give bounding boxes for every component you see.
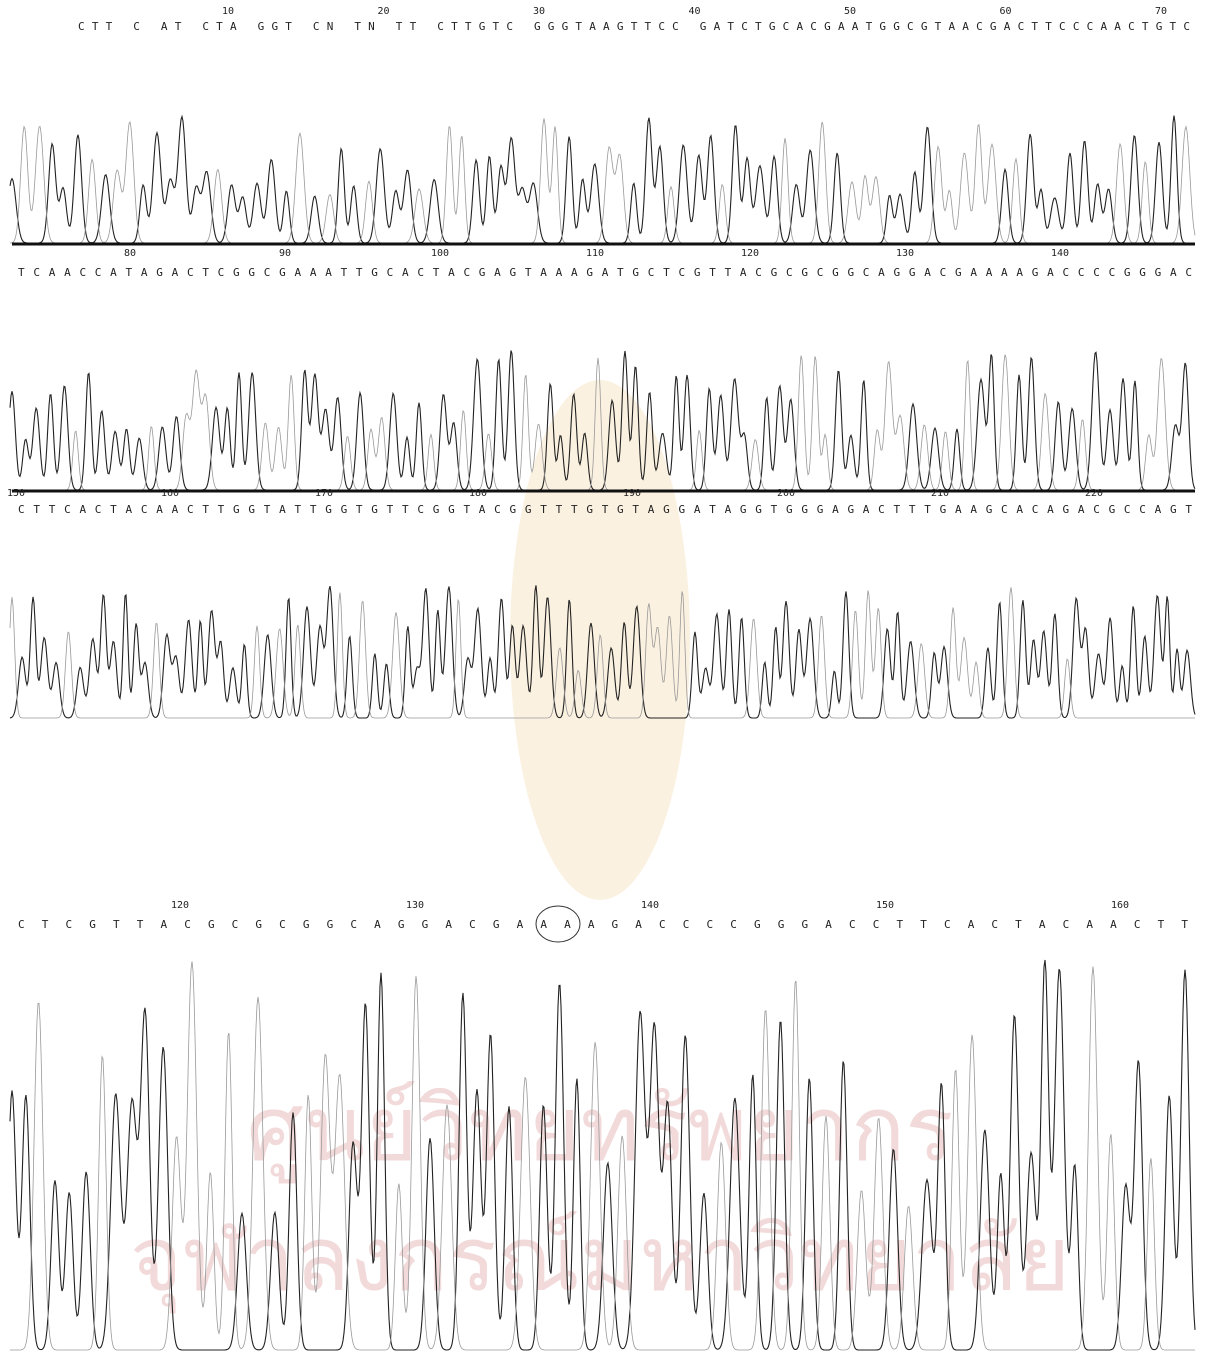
base-position: 20 — [377, 6, 389, 17]
chromatogram-page: ศูนย์วิทยทรัพยากร จุฬาลงกรณ์มหาวิทยาลัย … — [0, 0, 1207, 1358]
base-position: 140 — [1051, 248, 1069, 259]
base-position: 210 — [931, 488, 949, 499]
base-position: 120 — [741, 248, 759, 259]
base-position: 140 — [641, 900, 659, 911]
base-position: 120 — [171, 900, 189, 911]
base-sequence: CTT C AT CTA GGT CN TN TT CTTGTC GGGTAAG… — [78, 20, 1190, 33]
base-position: 160 — [161, 488, 179, 499]
base-sequence: CTCGTTACGCGCGGCAGGACGAAAAGACCCCGGGACCTTC… — [18, 918, 1188, 931]
base-position: 170 — [315, 488, 333, 499]
watermark-emblem — [510, 380, 690, 900]
base-position: 200 — [777, 488, 795, 499]
base-position: 220 — [1085, 488, 1103, 499]
base-position: 60 — [999, 6, 1011, 17]
base-position: 100 — [431, 248, 449, 259]
base-position: 180 — [469, 488, 487, 499]
base-position: 130 — [896, 248, 914, 259]
base-position: 50 — [844, 6, 856, 17]
base-position: 40 — [688, 6, 700, 17]
chromatogram-panel: CTT C AT CTA GGT CN TN TT CTTGTC GGGTAAG… — [10, 6, 1195, 244]
base-position: 70 — [1155, 6, 1167, 17]
base-position: 110 — [586, 248, 604, 259]
trace — [10, 119, 1195, 244]
base-position: 160 — [1111, 900, 1129, 911]
base-sequence: TCAACCATAGACTCGGCGAAATTGCACTACGAGTAAAGAT… — [18, 266, 1192, 279]
base-position: 90 — [279, 248, 291, 259]
base-position: 10 — [222, 6, 234, 17]
base-position: 80 — [124, 248, 136, 259]
chromatogram-panel: TCAACCATAGACTCGGCGAAATTGCACTACGAGTAAAGAT… — [10, 248, 1195, 491]
base-position: 150 — [876, 900, 894, 911]
base-position: 150 — [7, 488, 25, 499]
base-position: 130 — [406, 900, 424, 911]
base-sequence: CTTCACTACAACTTGGTATTGGTGTTCGGTACGGTTTGTG… — [18, 503, 1192, 516]
base-position: 30 — [533, 6, 545, 17]
base-position: 190 — [623, 488, 641, 499]
